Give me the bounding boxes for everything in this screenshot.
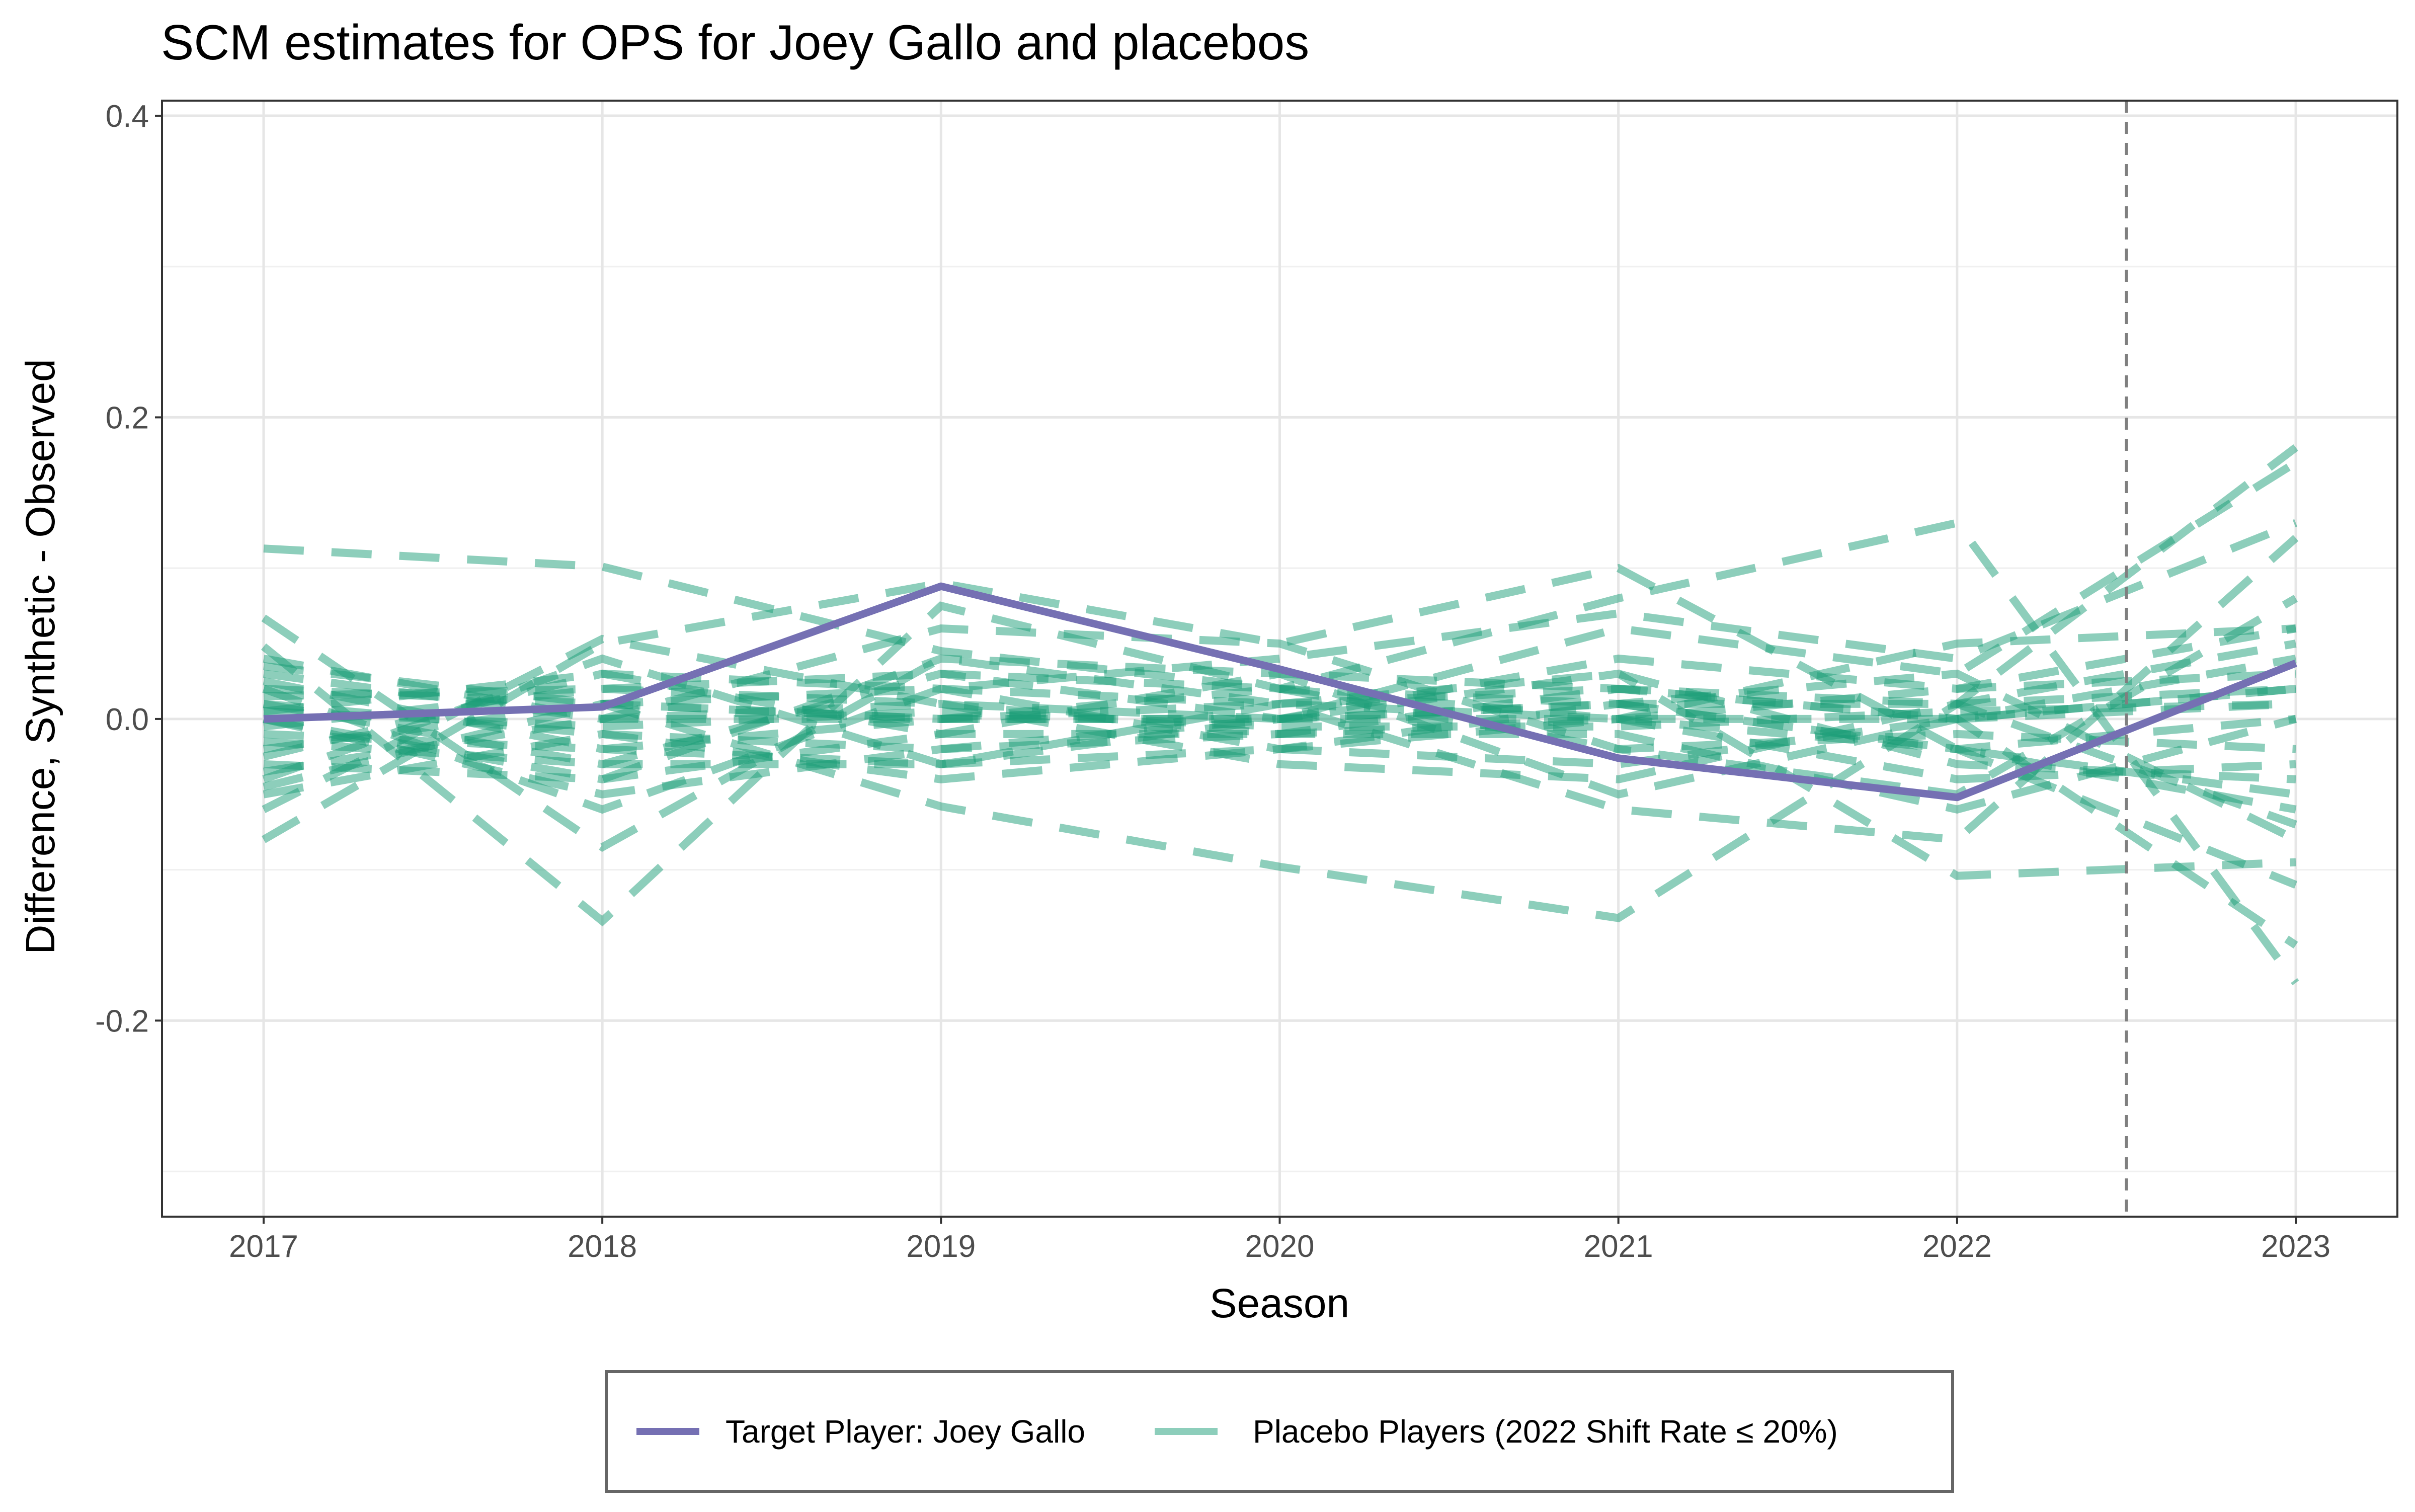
y-tick-label: 0.4 (106, 99, 149, 134)
gridlines (162, 101, 2397, 1217)
placebo-series-line (262, 519, 2298, 814)
x-axis: 2017 2018 2019 2020 2021 2022 2023 (229, 1217, 2330, 1264)
legend-box (605, 1370, 1954, 1493)
x-tick-label: 2023 (2261, 1229, 2330, 1264)
x-tick-label: 2020 (1245, 1229, 1315, 1264)
y-axis: -0.2 0.0 0.2 0.4 (95, 99, 162, 1039)
placebo-series-line (263, 699, 2296, 783)
x-tick-label: 2022 (1922, 1229, 1992, 1264)
placebo-series-line (263, 669, 2296, 783)
x-axis-title: Season (1210, 1281, 1349, 1326)
x-tick-label: 2017 (229, 1229, 298, 1264)
y-tick-label: -0.2 (95, 1004, 149, 1039)
y-tick-label: 0.0 (106, 702, 149, 737)
placebo-series-line (263, 669, 2296, 753)
placebo-series-line (262, 459, 2298, 813)
chart-title: SCM estimates for OPS for Joey Gallo and… (161, 15, 1309, 70)
placebo-series-line (263, 669, 2298, 843)
legend-label-target: Target Player: Joey Gallo (726, 1413, 1085, 1450)
placebo-series-line (263, 677, 2296, 768)
target-series-line (263, 582, 2297, 802)
plot-lines (261, 101, 2299, 1217)
y-axis-title: Difference, Synthetic - Observed (18, 359, 63, 954)
placebo-series-line (263, 669, 2296, 799)
x-tick-label: 2021 (1584, 1229, 1653, 1264)
placebo-series-line (261, 614, 2296, 852)
x-tick-label: 2019 (906, 1229, 976, 1264)
x-tick-label: 2018 (568, 1229, 637, 1264)
legend: Target Player: Joey Gallo Placebo Player… (605, 1370, 1954, 1493)
y-tick-label: 0.2 (106, 401, 149, 435)
legend-label-placebo: Placebo Players (2022 Shift Rate ≤ 20%) (1253, 1413, 1838, 1450)
